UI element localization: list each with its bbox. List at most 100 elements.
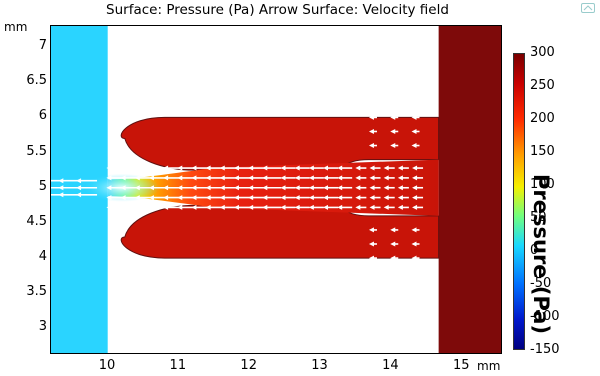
colorbar-tick-label: 100 [530, 177, 555, 192]
arrow-head [163, 165, 169, 171]
arrow-head [134, 204, 140, 210]
velocity-arrow [368, 241, 377, 247]
arrow-head [383, 165, 389, 171]
arrow-head [383, 195, 389, 201]
y-axis-unit: mm [4, 20, 28, 34]
arrow-head [355, 195, 361, 201]
arrow-head [280, 195, 286, 201]
velocity-arrow [337, 195, 353, 201]
velocity-arrow [262, 204, 282, 210]
arrow-head [262, 185, 268, 191]
velocity-arrow [368, 227, 377, 233]
arrow-head [294, 185, 300, 191]
velocity-arrow [262, 195, 282, 201]
arrow-head [411, 241, 417, 247]
velocity-arrow [369, 165, 381, 171]
velocity-arrow [355, 165, 367, 171]
arrow-head [76, 185, 82, 191]
arrow-head [369, 195, 375, 201]
velocity-arrow [294, 195, 310, 201]
arrow-head [177, 204, 183, 210]
arrow-head [383, 175, 389, 181]
arrow-head [219, 195, 225, 201]
velocity-arrow [337, 204, 353, 210]
arrow-head [262, 175, 268, 181]
arrow-head [76, 192, 82, 198]
arrow-head [163, 204, 169, 210]
arrow-head [412, 175, 418, 181]
arrow-head [411, 128, 417, 134]
velocity-arrow [337, 185, 353, 191]
velocity-arrow [280, 195, 296, 201]
arrow-head [308, 195, 314, 201]
arrow-head [412, 204, 418, 210]
y-tick-label: 3 [38, 319, 47, 335]
arrow-head [58, 192, 64, 198]
plot-area [50, 25, 502, 354]
x-tick-label: 13 [311, 358, 328, 373]
colorbar-tick-label: 250 [530, 78, 555, 93]
arrow-head [412, 165, 418, 171]
arrow-head [337, 195, 343, 201]
arrow-head [280, 185, 286, 191]
arrow-head [177, 185, 183, 191]
arrow-head [219, 204, 225, 210]
velocity-arrow [390, 241, 399, 247]
velocity-arrow [411, 114, 420, 120]
arrow-head [308, 204, 314, 210]
velocity-arrow [323, 165, 339, 171]
colorbar [513, 53, 525, 350]
colorbar-tick-label: 0 [530, 243, 539, 258]
velocity-arrow [337, 165, 353, 171]
colorbar-tick-label: -150 [530, 342, 560, 357]
colorbar-tick-label: -100 [530, 309, 560, 324]
arrow-head [120, 204, 126, 210]
velocity-arrow [411, 227, 420, 233]
velocity-arrow [411, 128, 420, 134]
arrow-head [148, 195, 154, 201]
arrow-head [205, 165, 211, 171]
velocity-arrow [369, 185, 381, 191]
arrow-head [148, 175, 154, 181]
arrow-head [233, 165, 239, 171]
velocity-arrow [390, 114, 399, 120]
arrow-head [355, 175, 361, 181]
arrow-head [383, 185, 389, 191]
velocity-arrow [308, 204, 324, 210]
velocity-arrow [397, 165, 409, 171]
arrow-head [368, 255, 374, 261]
arrow-head [280, 175, 286, 181]
arrow-head [177, 165, 183, 171]
x-tick-label: 10 [98, 358, 116, 373]
arrow-head [134, 195, 140, 201]
velocity-arrow [412, 204, 424, 210]
velocity-arrow [390, 255, 399, 261]
x-tick-label: 11 [169, 358, 187, 373]
arrow-head [308, 165, 314, 171]
velocity-arrow [323, 195, 339, 201]
arrow-head [106, 165, 112, 171]
arrow-head [191, 204, 197, 210]
arrow-head [205, 195, 211, 201]
velocity-arrow [262, 185, 282, 191]
velocity-arrow [369, 175, 381, 181]
arrow-head [106, 175, 112, 181]
velocity-arrow [294, 175, 310, 181]
colorbar-tick-label: 150 [530, 144, 555, 159]
arrow-head [219, 185, 225, 191]
velocity-arrow [397, 175, 409, 181]
x-tick-label: 12 [240, 358, 257, 373]
arrow-head [368, 143, 374, 149]
arrow-head [120, 175, 126, 181]
velocity-arrow [294, 165, 310, 171]
arrow-head [148, 185, 154, 191]
velocity-arrow [355, 185, 367, 191]
velocity-arrow [368, 128, 377, 134]
arrow-head [76, 178, 82, 184]
outlet-region [438, 26, 501, 353]
arrow-head [233, 204, 239, 210]
arrow-head [397, 185, 403, 191]
arrow-head [369, 165, 375, 171]
arrow-head [323, 204, 329, 210]
